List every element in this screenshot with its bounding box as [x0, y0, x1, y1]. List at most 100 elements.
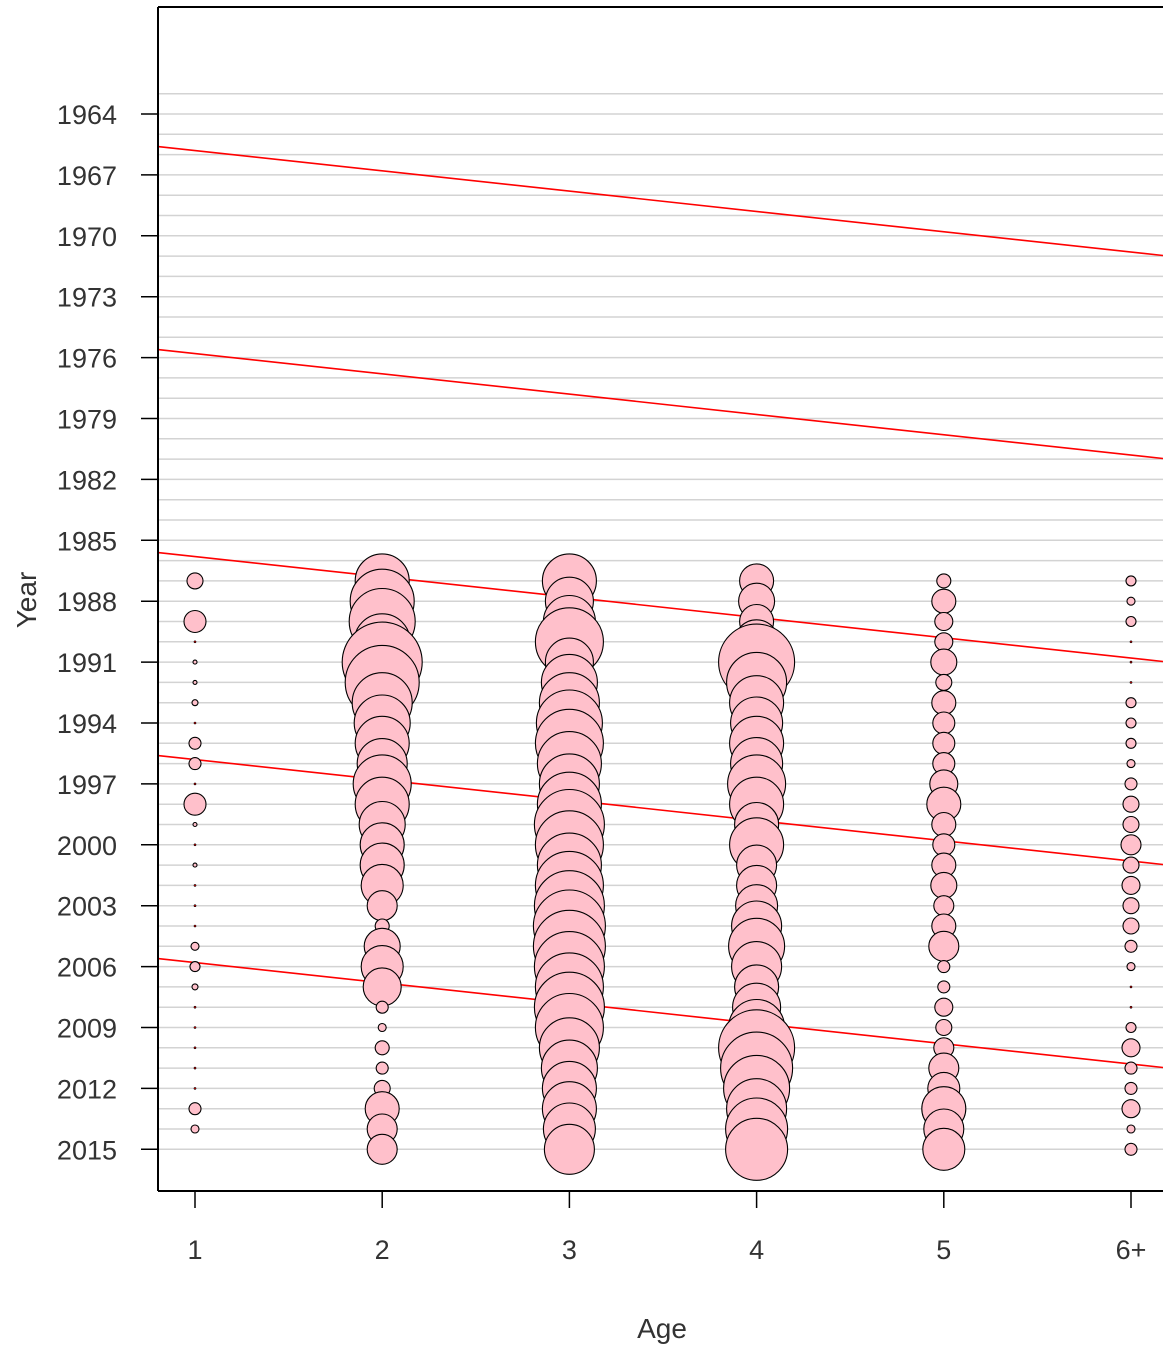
bubble-age-5-2007	[937, 980, 951, 994]
bubble-age-1-2013	[188, 1102, 202, 1116]
bubble-age-1-2000	[193, 843, 197, 847]
y-tick-label: 1985	[57, 526, 117, 556]
x-tick-label: 5	[936, 1235, 951, 1265]
bubble-age-1-1989	[183, 609, 207, 634]
bubble-age-6plus-2004	[1122, 917, 1140, 935]
bubble-age-1-1990	[193, 640, 197, 644]
grid-lines	[158, 92, 1163, 1151]
bubble-age-5-2000	[932, 833, 956, 857]
y-tick-label: 1997	[57, 770, 117, 800]
bubble-age-6plus-2013	[1121, 1099, 1141, 1119]
bubble-age-1-2009	[193, 1026, 197, 1029]
bubble-age-6plus-2012	[1124, 1081, 1138, 1095]
bubble-age-6plus-1989	[1125, 615, 1137, 628]
y-tick-label: 2003	[57, 892, 117, 922]
axes	[157, 6, 1163, 1192]
y-tick-label: 2000	[57, 831, 117, 861]
cohort-line	[157, 551, 1163, 663]
bubble-age-5-1995	[932, 731, 956, 755]
y-tick-label: 1994	[57, 709, 117, 739]
y-tick-label: 1973	[57, 283, 117, 313]
y-tick-label: 1967	[57, 161, 117, 191]
y-tick-label: 2009	[57, 1014, 117, 1044]
bubbles	[183, 553, 1142, 1181]
bubble-age-1-2004	[193, 924, 197, 928]
x-axis-title: Age	[637, 1313, 687, 1344]
bubble-age-6plus-1997	[1124, 777, 1138, 791]
bubble-age-6plus-1990	[1129, 640, 1133, 644]
bubble-age-1-2005	[190, 941, 200, 951]
bubble-age-2-2011	[375, 1061, 389, 1075]
cohort-lines	[157, 145, 1163, 1069]
y-tick-label: 1970	[57, 222, 117, 252]
cohort-line	[157, 145, 1163, 257]
bubble-age-1-1996	[188, 757, 202, 771]
bubble-age-6plus-1999	[1122, 815, 1140, 834]
y-tick-label: 2006	[57, 953, 117, 983]
bubble-age-5-2003	[933, 895, 955, 917]
x-tick-label: 2	[375, 1235, 390, 1265]
y-tick-label: 1964	[57, 100, 117, 130]
bubble-age-6plus-1998	[1122, 795, 1140, 813]
bubble-age-6plus-2011	[1124, 1061, 1138, 1075]
y-tick-label: 1979	[57, 405, 117, 435]
y-axis-title: Year	[11, 572, 42, 629]
y-tick-label: 1976	[57, 344, 117, 374]
bubble-age-1-1992	[192, 679, 198, 685]
x-tick-label: 4	[749, 1235, 764, 1265]
bubble-age-6plus-1992	[1129, 681, 1133, 684]
bubble-age-2-2010	[374, 1040, 390, 1056]
bubble-age-6plus-1991	[1129, 660, 1133, 664]
y-axis-ticks: 1964 1967 1970 1973 1976 1979 1982 1985 1988 1991…	[57, 100, 158, 1165]
bubble-age-1-2008	[193, 1005, 197, 1009]
bubble-age-5-2009	[935, 1018, 953, 1037]
bubble-age-5-1987	[936, 573, 952, 589]
bubble-age-6plus-2014	[1126, 1124, 1136, 1134]
y-tick-label: 2012	[57, 1074, 117, 1104]
bubble-age-1-1997	[193, 782, 197, 786]
x-tick-label: 1	[187, 1235, 202, 1265]
bubble-age-6plus-2015	[1124, 1142, 1138, 1156]
bubble-age-5-2015	[922, 1127, 966, 1171]
bubble-age-2-2015	[366, 1133, 398, 1165]
x-axis-ticks: 1 2 3 4 5 6+	[187, 1191, 1146, 1265]
bubble-age-1-1998	[183, 792, 207, 816]
bubble-age-6plus-1994	[1125, 717, 1137, 729]
bubble-age-5-2008	[934, 997, 954, 1017]
bubble-age-6plus-1987	[1125, 575, 1137, 587]
bubble-age-6plus-2001	[1122, 856, 1140, 874]
bubble-age-5-1989	[934, 611, 954, 632]
bubble-age-1-2001	[192, 862, 198, 868]
bubble-age-1-2003	[193, 904, 197, 908]
bubble-age-5-2006	[937, 960, 951, 974]
y-tick-label: 2015	[57, 1135, 117, 1165]
bubble-age-1-1991	[192, 659, 198, 665]
bubble-age-5-1994	[932, 711, 956, 735]
bubble-age-1-2010	[193, 1046, 197, 1050]
bubble-age-1-1994	[193, 721, 197, 725]
bubble-age-6plus-1996	[1126, 759, 1136, 769]
bubble-age-5-1999	[931, 811, 957, 838]
bubble-age-6plus-2010	[1121, 1038, 1141, 1058]
bubble-age-1-1999	[192, 821, 198, 828]
bubble-age-6plus-2003	[1122, 897, 1140, 915]
bubble-age-6plus-2008	[1129, 1005, 1133, 1009]
bubble-age-2-2008	[375, 1000, 389, 1014]
bubble-age-6plus-2000	[1120, 834, 1142, 856]
bubble-age-5-1992	[935, 673, 953, 691]
cohort-line	[157, 957, 1163, 1069]
bubble-age-2-2009	[377, 1022, 387, 1033]
bubble-age-1-2002	[193, 884, 197, 887]
bubble-age-5-1991	[930, 648, 958, 676]
y-tick-label: 1988	[57, 587, 117, 617]
bubble-age-1-1987	[186, 572, 204, 590]
bubble-age-5-1993	[931, 690, 957, 716]
bubble-age-1-2011	[193, 1066, 197, 1070]
y-tick-label: 1991	[57, 648, 117, 678]
bubble-age-1-2007	[191, 983, 199, 991]
bubble-age-1-2012	[193, 1087, 197, 1090]
x-tick-label: 6+	[1116, 1235, 1147, 1265]
bubble-age-2-2007	[362, 967, 402, 1007]
bubble-age-5-2002	[930, 871, 958, 899]
